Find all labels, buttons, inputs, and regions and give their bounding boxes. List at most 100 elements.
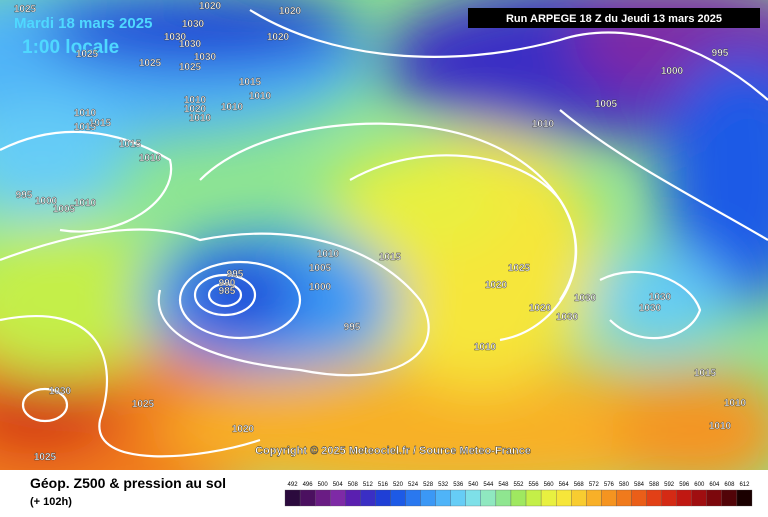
scale-label: 612 [739, 482, 750, 488]
scale-label: 520 [393, 482, 404, 488]
scale-label: 580 [619, 482, 630, 488]
scale-swatch [646, 489, 662, 507]
scale-label: 600 [694, 482, 705, 488]
isobar-label: 1010 [221, 102, 244, 113]
isobar-label: 1015 [119, 139, 142, 150]
time-text: 1:00 locale [22, 37, 119, 58]
scale-swatch [721, 489, 738, 507]
isobar-label: 995 [16, 190, 33, 201]
scale-label: 492 [288, 482, 299, 488]
isobar-label: 1010 [474, 342, 497, 353]
isobar-label: 1025 [76, 49, 99, 60]
copyright: Copyright © 2025 Meteociel.fr / Source M… [255, 445, 531, 457]
scale-swatch [360, 489, 376, 507]
isobar-label: 1025 [508, 263, 531, 274]
scale-swatch [525, 489, 542, 507]
scale-label: 512 [363, 482, 374, 488]
isobar-label: 985 [219, 286, 236, 297]
isobar-label: 1000 [35, 196, 58, 207]
scale-swatch [465, 489, 481, 507]
isobar-label: 1025 [132, 399, 155, 410]
isobar-label: 1010 [189, 113, 212, 124]
scale-label: 524 [408, 482, 419, 488]
scale-swatch [510, 489, 527, 507]
scale-label: 596 [679, 482, 690, 488]
footer-lead: (+ 102h) [30, 496, 72, 508]
isobar-label: 1015 [694, 368, 717, 379]
scale-swatch [330, 489, 346, 507]
scale-swatch [661, 489, 677, 507]
isobar-label: 1005 [595, 99, 618, 110]
isobar-label: 1015 [239, 77, 262, 88]
scale-swatch [571, 489, 587, 507]
scale-label: 568 [574, 482, 585, 488]
isobar-label: 1020 [485, 280, 508, 291]
isobar-label: 1030 [164, 32, 187, 43]
isobar-label: 1010 [184, 95, 207, 106]
scale-label: 592 [664, 482, 675, 488]
scale-swatch [480, 489, 497, 507]
scale-swatch [314, 489, 331, 507]
isobar-label: 1015 [89, 118, 112, 129]
isobar-label: 1010 [317, 249, 340, 260]
isobar-label: 1010 [249, 91, 272, 102]
scale-swatch [691, 489, 707, 507]
color-scale: 492 496 500 504 508 512 516 520 524 528 532 536 540 5… [284, 482, 753, 507]
scale-swatch [736, 489, 753, 507]
isobar-label: 1025 [14, 4, 37, 15]
scale-label: 532 [438, 482, 449, 488]
scale-swatch [556, 489, 572, 507]
scale-label: 564 [559, 482, 570, 488]
isobar-label: 1030 [556, 312, 579, 323]
run-text: Run ARPEGE 18 Z du Jeudi 13 mars 2025 [506, 13, 722, 25]
scale-label: 504 [333, 482, 344, 488]
isobar-label: 995 [712, 48, 729, 59]
isobar-label: 1030 [49, 386, 72, 397]
isobar-label: 1010 [709, 421, 732, 432]
scale-swatch [676, 489, 692, 507]
scale-swatch [540, 489, 557, 507]
isobar-label: 1020 [199, 1, 222, 12]
scale-label: 560 [544, 482, 555, 488]
scale-label: 572 [589, 482, 600, 488]
scale-label: 584 [634, 482, 645, 488]
scale-swatch [405, 489, 421, 507]
scale-swatch [495, 489, 512, 507]
scale-label: 528 [423, 482, 434, 488]
isobar-label: 1015 [379, 252, 402, 263]
isobar-label: 1005 [309, 263, 332, 274]
scale-label: 556 [529, 482, 540, 488]
scale-label: 576 [604, 482, 615, 488]
scale-swatch [631, 489, 647, 507]
isobars [0, 9, 768, 458]
isobar-label: 1010 [532, 119, 555, 130]
scale-swatch [616, 489, 632, 507]
isobar-label: 1025 [179, 62, 202, 73]
scale-label: 536 [453, 482, 464, 488]
footer-title: Géop. Z500 & pression au sol [30, 475, 226, 491]
isobar-label: 1025 [139, 58, 162, 69]
isobar-label: 1030 [639, 303, 662, 314]
scale-swatch [450, 489, 466, 507]
scale-label: 516 [378, 482, 389, 488]
isobar-label: 1000 [309, 282, 332, 293]
scale-swatch [420, 489, 436, 507]
isobar-label: 1025 [34, 452, 57, 463]
scale-label: 544 [483, 482, 494, 488]
isobar-label: 1020 [529, 303, 552, 314]
scale-label: 608 [724, 482, 735, 488]
isobar-label: 1010 [139, 153, 162, 164]
scale-label: 548 [498, 482, 509, 488]
date-text: Mardi 18 mars 2025 [14, 15, 152, 32]
scale-label: 588 [649, 482, 660, 488]
isobar-label: 1010 [74, 108, 97, 119]
scale-swatch [601, 489, 617, 507]
scale-label: 496 [303, 482, 314, 488]
scale-label: 540 [468, 482, 479, 488]
isobar-label: 1015 [74, 122, 97, 133]
scale-label: 500 [318, 482, 329, 488]
run-banner [468, 8, 760, 28]
scale-swatch [706, 489, 723, 507]
